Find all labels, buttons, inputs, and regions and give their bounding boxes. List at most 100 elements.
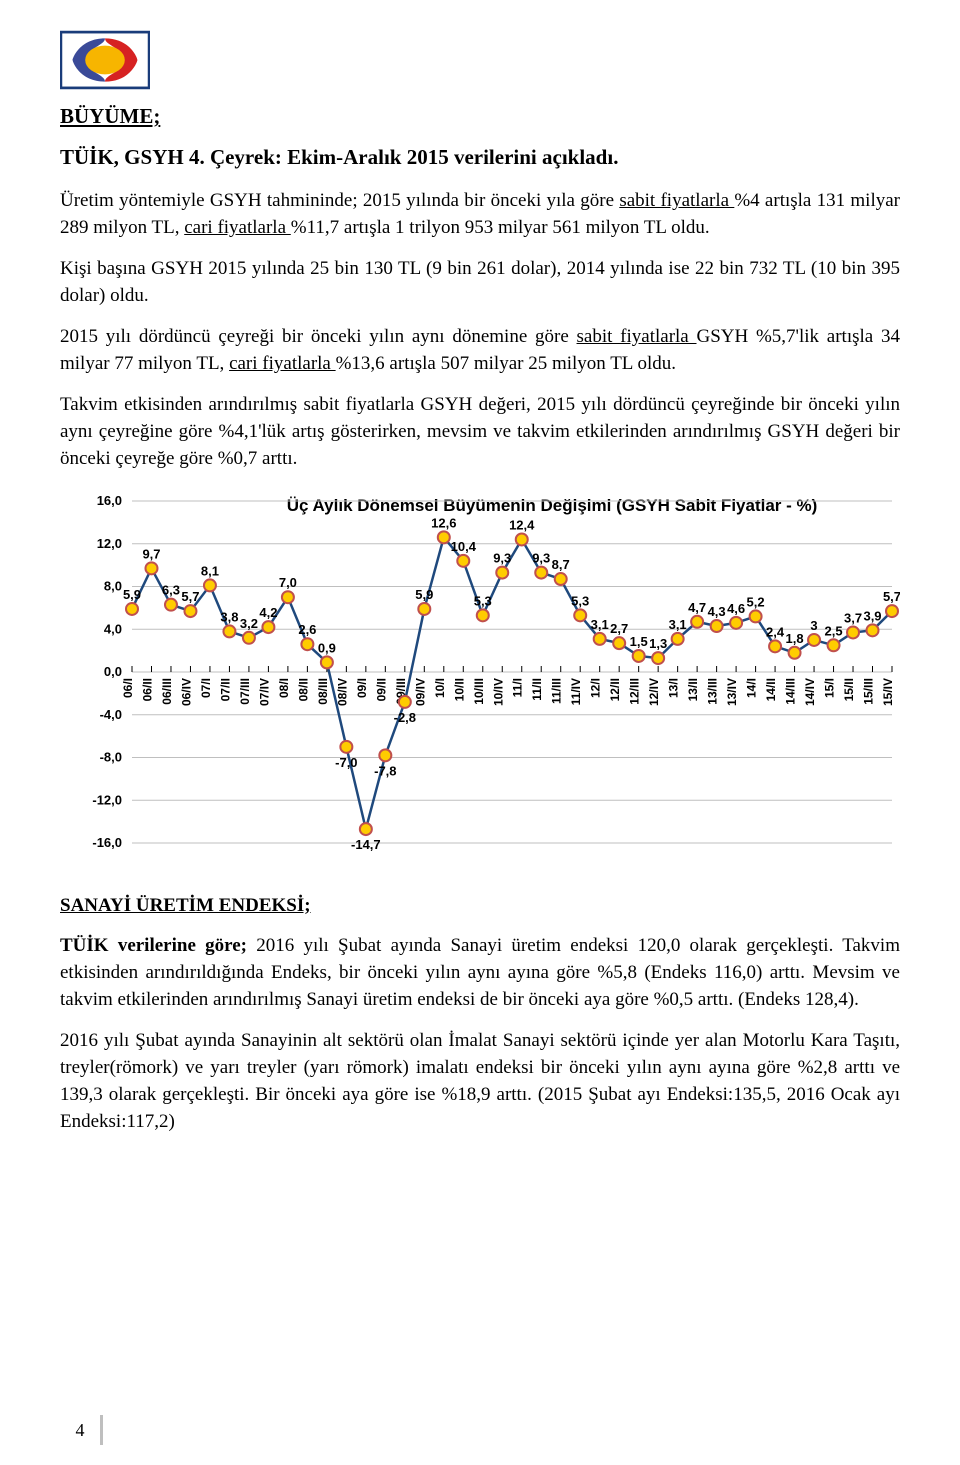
svg-text:06/IV: 06/IV [179, 678, 193, 706]
svg-text:14/I: 14/I [745, 678, 759, 698]
svg-text:07/III: 07/III [238, 678, 252, 705]
svg-text:3,2: 3,2 [240, 616, 258, 631]
subhead-gsyh: TÜİK, GSYH 4. Çeyrek: Ekim-Aralık 2015 v… [60, 145, 900, 170]
svg-text:5,3: 5,3 [474, 593, 492, 608]
svg-text:10/IV: 10/IV [491, 678, 505, 706]
svg-text:13/III: 13/III [706, 678, 720, 705]
paragraph-1: Üretim yöntemiyle GSYH tahmininde; 2015 … [60, 188, 900, 242]
svg-text:06/II: 06/II [140, 678, 154, 701]
svg-text:5,7: 5,7 [181, 589, 199, 604]
svg-text:5,9: 5,9 [123, 587, 141, 602]
svg-text:0,0: 0,0 [104, 664, 122, 679]
svg-text:06/III: 06/III [160, 678, 174, 705]
svg-text:07/IV: 07/IV [257, 678, 271, 706]
svg-text:12/IV: 12/IV [647, 678, 661, 706]
svg-text:7,0: 7,0 [279, 575, 297, 590]
svg-text:5,7: 5,7 [883, 589, 900, 604]
svg-text:15/I: 15/I [823, 678, 837, 698]
svg-text:6,3: 6,3 [162, 582, 180, 597]
paragraph-5: TÜİK verilerine göre; 2016 yılı Şubat ay… [60, 933, 900, 1014]
svg-text:-2,8: -2,8 [394, 710, 416, 725]
svg-text:10/I: 10/I [433, 678, 447, 698]
p1-u1: sabit fiyatlarla [619, 190, 734, 211]
p3-u2: cari fiyatlarla [229, 353, 336, 374]
svg-text:14/III: 14/III [784, 678, 798, 705]
svg-text:14/IV: 14/IV [803, 678, 817, 706]
svg-text:15/III: 15/III [862, 678, 876, 705]
svg-text:3,1: 3,1 [669, 617, 687, 632]
svg-text:08/IV: 08/IV [335, 678, 349, 706]
svg-text:12,0: 12,0 [97, 535, 122, 550]
svg-text:10,4: 10,4 [451, 539, 477, 554]
svg-text:08/III: 08/III [316, 678, 330, 705]
paragraph-2: Kişi başına GSYH 2015 yılında 25 bin 130… [60, 256, 900, 310]
p3-u1: sabit fiyatlarla [577, 326, 697, 347]
svg-text:9,7: 9,7 [142, 546, 160, 561]
svg-text:-7,8: -7,8 [374, 763, 396, 778]
svg-text:13/I: 13/I [667, 678, 681, 698]
svg-text:0,9: 0,9 [318, 640, 336, 655]
paragraph-4: Takvim etkisinden arındırılmış sabit fiy… [60, 392, 900, 473]
svg-text:06/I: 06/I [121, 678, 135, 698]
svg-text:-4,0: -4,0 [100, 706, 122, 721]
p5-lead: TÜİK verilerine göre; [60, 935, 247, 956]
svg-text:5,3: 5,3 [571, 593, 589, 608]
svg-text:9,3: 9,3 [532, 550, 550, 565]
svg-text:10/III: 10/III [472, 678, 486, 705]
svg-text:15/II: 15/II [842, 678, 856, 701]
svg-text:-7,0: -7,0 [335, 755, 357, 770]
svg-text:11/III: 11/III [550, 678, 564, 704]
svg-text:8,1: 8,1 [201, 563, 219, 578]
svg-text:2,6: 2,6 [298, 622, 316, 637]
growth-chart: Üç Aylık Dönemsel Büyümenin Değişimi (GS… [60, 491, 900, 881]
svg-text:4,7: 4,7 [688, 599, 706, 614]
svg-text:11/I: 11/I [511, 678, 525, 697]
svg-text:3,9: 3,9 [863, 608, 881, 623]
p1-u2: cari fiyatlarla [184, 217, 291, 238]
svg-text:09/I: 09/I [355, 678, 369, 698]
svg-text:09/IV: 09/IV [413, 678, 427, 706]
svg-text:08/I: 08/I [277, 678, 291, 698]
svg-text:5,9: 5,9 [415, 587, 433, 602]
svg-text:13/II: 13/II [686, 678, 700, 701]
section-heading-growth: BÜYÜME; [60, 104, 900, 129]
svg-text:-12,0: -12,0 [92, 792, 122, 807]
section-heading-sanayi: SANAYİ ÜRETİM ENDEKSİ; [60, 895, 900, 917]
svg-text:Üç Aylık Dönemsel Büyümenin De: Üç Aylık Dönemsel Büyümenin Değişimi (GS… [287, 496, 818, 515]
svg-text:07/I: 07/I [199, 678, 213, 698]
svg-text:4,3: 4,3 [708, 604, 726, 619]
svg-text:-8,0: -8,0 [100, 749, 122, 764]
svg-text:1,8: 1,8 [786, 630, 804, 645]
svg-text:9,3: 9,3 [493, 550, 511, 565]
svg-text:2,5: 2,5 [824, 623, 842, 638]
paragraph-6: 2016 yılı Şubat ayında Sanayinin alt sek… [60, 1028, 900, 1136]
svg-text:8,7: 8,7 [552, 557, 570, 572]
p3-c: %13,6 artışla 507 milyar 25 milyon TL ol… [336, 353, 676, 374]
svg-text:2,7: 2,7 [610, 621, 628, 636]
svg-text:-14,7: -14,7 [351, 837, 381, 852]
svg-text:11/IV: 11/IV [569, 678, 583, 705]
svg-text:1,3: 1,3 [649, 636, 667, 651]
svg-text:16,0: 16,0 [97, 493, 122, 508]
svg-text:-16,0: -16,0 [92, 835, 122, 850]
svg-text:4,6: 4,6 [727, 601, 745, 616]
svg-text:08/II: 08/II [296, 678, 310, 701]
growth-chart-svg: Üç Aylık Dönemsel Büyümenin Değişimi (GS… [60, 491, 900, 881]
p1-a: Üretim yöntemiyle GSYH tahmininde; 2015 … [60, 190, 619, 211]
p3-a: 2015 yılı dördüncü çeyreği bir önceki yı… [60, 326, 577, 347]
page: BÜYÜME; TÜİK, GSYH 4. Çeyrek: Ekim-Aralı… [0, 0, 960, 1465]
svg-text:14/II: 14/II [764, 678, 778, 701]
svg-text:3,1: 3,1 [591, 617, 609, 632]
svg-text:2,4: 2,4 [766, 624, 785, 639]
svg-text:4,2: 4,2 [259, 605, 277, 620]
company-logo [60, 30, 150, 90]
svg-text:07/II: 07/II [218, 678, 232, 701]
svg-text:12,4: 12,4 [509, 517, 535, 532]
svg-text:5,2: 5,2 [747, 594, 765, 609]
svg-text:11/II: 11/II [530, 678, 544, 701]
page-number: 4 [60, 1415, 103, 1445]
svg-text:12/III: 12/III [628, 678, 642, 705]
svg-text:13/IV: 13/IV [725, 678, 739, 706]
svg-text:3,7: 3,7 [844, 610, 862, 625]
svg-text:12/II: 12/II [608, 678, 622, 701]
